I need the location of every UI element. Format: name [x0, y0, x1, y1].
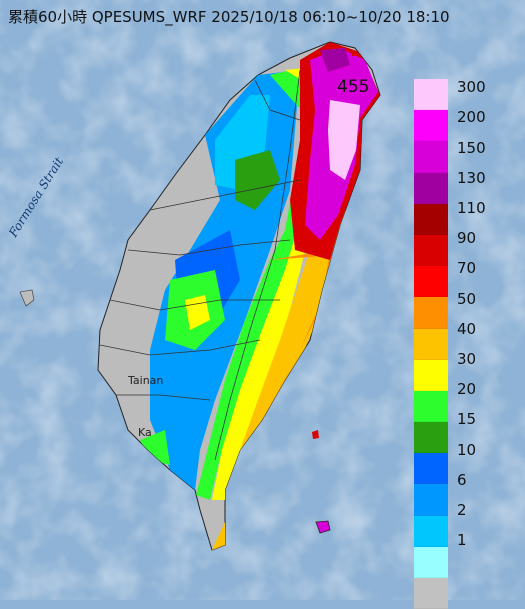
legend-level-label: 40 [457, 319, 477, 338]
legend-level-label: 50 [457, 289, 477, 308]
legend-level-label: 30 [457, 350, 477, 368]
county-boundaries [99, 69, 301, 461]
legend-level-label: 130 [457, 168, 486, 187]
legend-swatch [414, 578, 448, 609]
legend-swatch [414, 79, 448, 111]
max-rainfall-label: 455 [337, 77, 370, 97]
legend-swatch [414, 390, 448, 423]
legend-level-label: 10 [457, 440, 477, 459]
kaohsiung-label: Ka [138, 426, 152, 439]
legend-level-label: 1 [457, 531, 467, 550]
legend-level-label: 2 [457, 501, 467, 519]
legend-swatch [414, 266, 448, 298]
legend-swatch [414, 422, 448, 454]
legend-swatch [414, 515, 448, 547]
legend-swatch [414, 328, 448, 360]
orchid-island [315, 520, 331, 534]
legend-swatch [414, 203, 448, 235]
legend-level-label: 15 [457, 410, 477, 429]
northern-islet [352, 52, 356, 56]
penghu-islets [19, 289, 35, 307]
green-island [312, 430, 319, 439]
map-title: 累積60小時 QPESUMS_WRF 2025/10/18 06:10~10/2… [8, 8, 450, 26]
legend-swatch [414, 110, 448, 142]
legend-level-label: 6 [457, 470, 467, 489]
legend-level-label: 20 [457, 380, 477, 399]
legend-level-label: 90 [457, 229, 477, 248]
tainan-label: Tainan [128, 374, 164, 387]
legend-level-label: 200 [457, 108, 486, 127]
legend-color-bar [414, 79, 448, 609]
legend-swatch [414, 359, 448, 391]
legend-level-label: 300 [457, 78, 486, 97]
legend-level-label: 150 [457, 138, 486, 157]
legend-swatch [414, 234, 448, 267]
legend-swatch [414, 484, 448, 516]
legend-level-label: 110 [457, 199, 486, 217]
legend-swatch [414, 172, 448, 204]
legend-swatch [414, 297, 448, 329]
legend-swatch [414, 453, 448, 485]
legend-swatch [414, 546, 448, 578]
legend-swatch [414, 141, 448, 173]
legend-level-label: 70 [457, 259, 477, 278]
